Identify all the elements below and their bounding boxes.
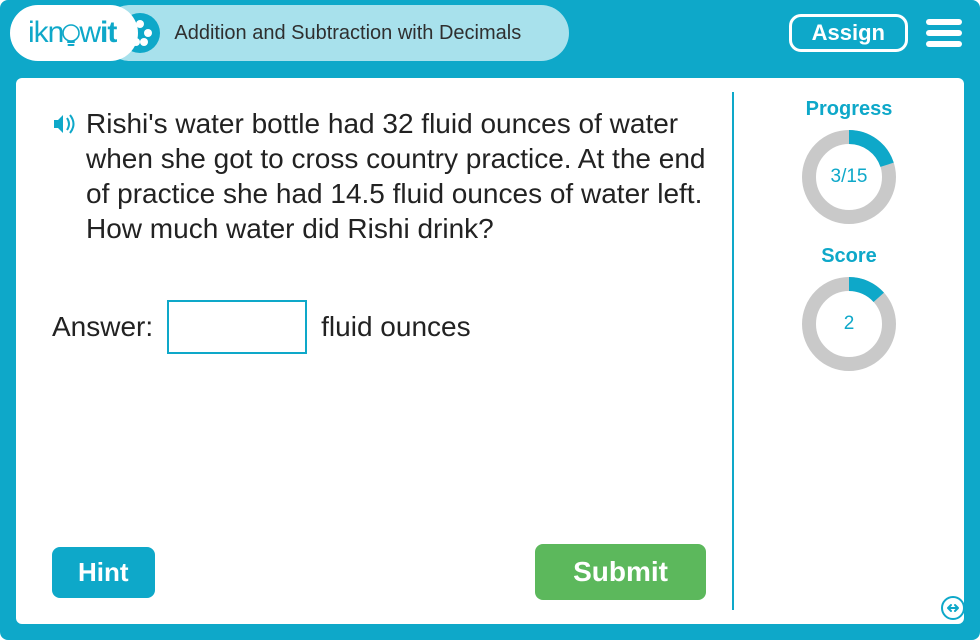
assign-button[interactable]: Assign: [789, 14, 908, 52]
menu-icon[interactable]: [926, 14, 962, 52]
score-label: 2: [799, 274, 899, 374]
header-bar: ikn wit Addition and Subtr: [0, 0, 980, 66]
logo[interactable]: ikn wit: [10, 5, 138, 61]
lesson-title: Addition and Subtraction with Decimals: [174, 22, 521, 45]
score-title: Score: [744, 245, 954, 268]
side-panel: Progress 3/15 Score 2: [734, 78, 964, 624]
score-ring: 2: [799, 274, 899, 374]
logo-bold: it: [100, 16, 116, 49]
progress-label: 3/15: [799, 127, 899, 227]
submit-button[interactable]: Submit: [535, 544, 706, 600]
question-area: Rishi's water bottle had 32 fluid ounces…: [16, 78, 732, 624]
app-frame: ikn wit Addition and Subtr: [0, 0, 980, 640]
logo-pre: ikn: [28, 16, 63, 49]
bulb-icon: [61, 24, 81, 46]
answer-unit: fluid ounces: [321, 311, 470, 343]
answer-input[interactable]: [167, 300, 307, 354]
progress-title: Progress: [744, 98, 954, 121]
question-text: Rishi's water bottle had 32 fluid ounces…: [86, 106, 712, 246]
action-row: Hint Submit: [52, 544, 712, 600]
expand-icon[interactable]: [940, 595, 966, 626]
logo-text: ikn wit: [28, 16, 116, 50]
logo-post: w: [79, 16, 100, 49]
main-panel: Rishi's water bottle had 32 fluid ounces…: [16, 78, 964, 624]
answer-label: Answer:: [52, 311, 153, 343]
audio-icon[interactable]: [52, 112, 78, 246]
lesson-pill: Addition and Subtraction with Decimals: [102, 5, 569, 61]
progress-ring: 3/15: [799, 127, 899, 227]
hint-button[interactable]: Hint: [52, 547, 155, 598]
answer-row: Answer: fluid ounces: [52, 300, 712, 354]
